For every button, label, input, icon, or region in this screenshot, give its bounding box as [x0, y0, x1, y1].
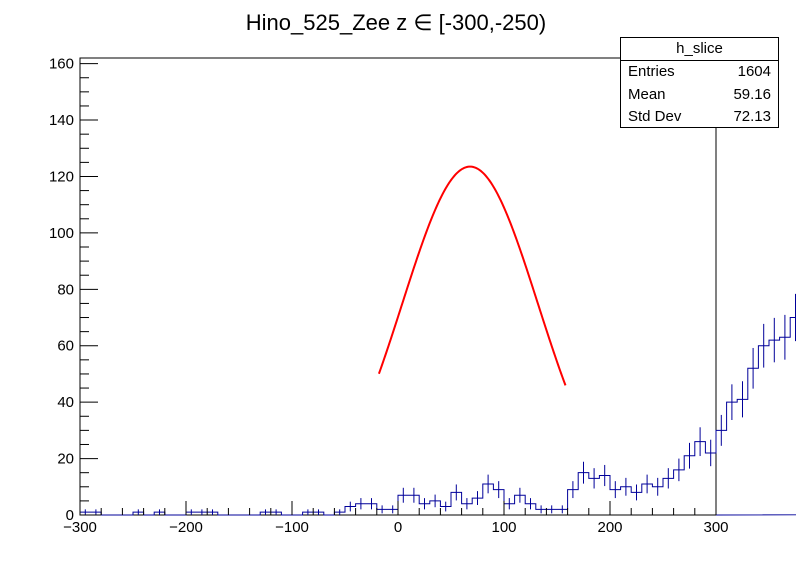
- stats-entries-label: Entries: [628, 63, 675, 80]
- axis-layer: −300 −200 −100 0 100 200 300 0 20 40 60 80 100 120 140…: [49, 56, 729, 536]
- stats-mean-value: 59.16: [733, 85, 771, 103]
- y-tick-label: 40: [57, 394, 74, 411]
- stats-row-mean: Mean 59.16: [621, 84, 778, 107]
- fit-curve: [377, 165, 567, 386]
- y-tick-label: 120: [49, 168, 74, 185]
- fit-layer: [377, 165, 567, 386]
- stats-box: h_slice Entries 1604 Mean 59.16 Std Dev …: [620, 37, 779, 128]
- y-tick-label: 20: [57, 451, 74, 468]
- chart-title: Hino_525_Zee z ∈ [-300,-250): [246, 10, 546, 35]
- histogram-layer: [79, 293, 796, 516]
- stats-box-title: h_slice: [621, 38, 778, 61]
- y-tick-label: 80: [57, 281, 74, 298]
- y-tick-label: 100: [49, 225, 74, 242]
- stats-stddev-value: 72.13: [733, 108, 771, 125]
- y-tick-label: 160: [49, 56, 74, 73]
- x-tick-label: −200: [169, 519, 203, 536]
- stats-stddev-label: Std Dev: [628, 108, 682, 125]
- stats-row-stddev: Std Dev 72.13: [621, 106, 778, 129]
- histogram-outline: [79, 317, 796, 516]
- x-tick-label: −300: [63, 519, 97, 536]
- y-tick-label: 60: [57, 338, 74, 355]
- stats-row-entries: Entries 1604: [621, 61, 778, 84]
- x-tick-label: −100: [275, 519, 309, 536]
- y-tick-label: 0: [66, 507, 74, 524]
- x-tick-label: 200: [597, 519, 622, 536]
- y-tick-label: 140: [49, 112, 74, 129]
- x-tick-label: 300: [703, 519, 728, 536]
- stats-mean-label: Mean: [628, 85, 666, 103]
- x-tick-label: 0: [394, 519, 402, 536]
- x-tick-label: 100: [491, 519, 516, 536]
- stats-entries-value: 1604: [737, 63, 771, 80]
